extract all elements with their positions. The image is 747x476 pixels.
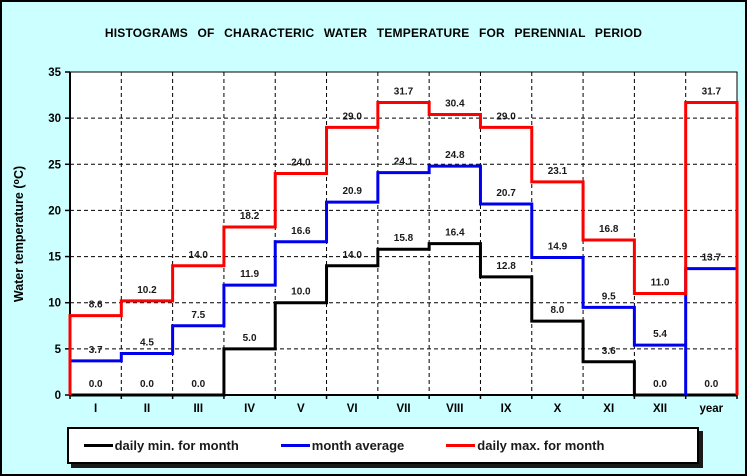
value-label: 16.8 [599,224,619,235]
y-tick-label: 0 [55,390,61,402]
value-label: 0.0 [140,379,154,390]
value-label: 24.8 [445,150,465,161]
x-tick-label: VI [347,403,358,415]
legend-line-month-average [280,444,310,447]
value-label: 29.0 [342,111,362,122]
value-label: 0.0 [191,379,205,390]
value-label: 3.7 [89,345,103,356]
value-label: 11.9 [240,269,259,280]
value-label: 31.7 [394,86,414,97]
legend-label-month-average: month average [311,438,405,453]
value-label: 24.1 [394,157,414,168]
value-label: 10.2 [137,285,157,296]
x-tick-label: V [297,403,305,415]
x-tick-label: III [193,403,203,415]
value-label: 9.5 [602,291,616,302]
y-tick-label: 15 [48,252,61,264]
chart-title: HISTOGRAMS OF CHARACTERIC WATER TEMPERAT… [104,26,643,40]
x-tick-label: VIII [446,403,463,415]
legend-line-daily-max [446,444,476,447]
chart-legend: daily min. for month month average daily… [67,427,699,464]
value-label: 12.8 [496,261,516,272]
y-tick-label: 20 [48,205,61,217]
x-tick-label: X [554,403,562,415]
value-label: 0.0 [653,379,667,390]
value-label: 0.0 [704,379,718,390]
legend-label-daily-min: daily min. for month [114,438,239,453]
series-line-daily-min-for-month [70,242,737,397]
value-label: 7.5 [191,310,205,321]
value-label: 11.0 [651,277,670,288]
legend-item-daily-min: daily min. for month [83,438,239,453]
value-label: 4.5 [140,337,154,348]
y-tick-label: 10 [48,298,61,310]
value-label: 14.9 [548,241,568,252]
value-label: 5.4 [653,329,667,340]
value-label: 20.9 [342,186,362,197]
legend-line-daily-min [83,444,113,447]
value-label: 8.0 [550,305,564,316]
value-label: 18.2 [240,211,260,222]
value-label: 23.1 [548,166,568,177]
value-label: 16.4 [445,228,465,239]
x-tick-label: XI [603,403,614,415]
value-label: 29.0 [496,111,516,122]
x-tick-label: VII [396,403,410,415]
value-label: 10.0 [291,287,311,298]
x-tick-label: I [94,403,97,415]
legend-item-daily-max: daily max. for month [446,438,604,453]
value-label: 16.6 [291,226,311,237]
x-tick-label: IV [244,403,255,415]
y-axis-label: Water temperature (⁰C) [12,166,26,302]
y-tick-label: 5 [55,344,62,356]
value-label: 15.8 [394,233,414,244]
value-label: 0.0 [89,379,103,390]
y-tick-label: 25 [48,159,61,171]
legend-item-month-average: month average [280,438,405,453]
value-labels: 0.0 0.0 0.0 5.0 10.0 14.0 15.8 16.4 12.8 8.0 3.6 0.… [89,86,722,390]
value-label: 8.6 [89,300,103,311]
series-line-daily-max-for-month [68,100,739,395]
value-label: 14.0 [189,250,209,261]
legend-label-daily-max: daily max. for month [477,438,605,453]
x-tick-label: year [700,403,724,415]
value-label: 13.7 [702,253,722,264]
x-tick-label: II [144,403,150,415]
x-tick-label: IX [501,403,512,415]
value-label: 30.4 [445,98,465,109]
value-label: 20.7 [496,188,516,199]
value-label: 14.0 [342,250,362,261]
y-tick-label: 30 [48,113,61,125]
series-line-month-average [68,164,739,395]
value-label: 5.0 [243,333,257,344]
x-tick-label: XII [653,403,667,415]
value-label: 24.0 [291,158,311,169]
value-label: 3.6 [602,346,616,357]
value-label: 31.7 [702,86,722,97]
y-tick-label: 35 [48,67,61,79]
